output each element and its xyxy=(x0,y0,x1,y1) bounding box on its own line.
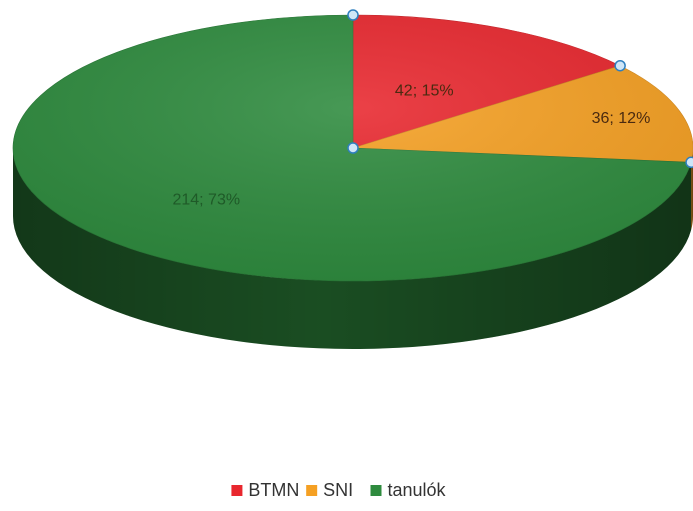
legend: BTMN SNI tanulók xyxy=(231,480,447,500)
selection-handle[interactable] xyxy=(685,156,693,169)
legend-label-sni: SNI xyxy=(323,480,353,500)
selection-handle[interactable] xyxy=(347,142,359,154)
selection-handle-layer xyxy=(347,9,693,169)
legend-swatch-sni xyxy=(306,485,318,496)
data-label-tanulók: 214; 73% xyxy=(172,192,240,209)
legend-swatch-btmn xyxy=(231,485,243,496)
legend-swatch-tanulók xyxy=(370,485,382,496)
selection-handle[interactable] xyxy=(347,9,359,21)
legend-label-btmn: BTMN xyxy=(248,480,299,500)
pie-side-shading xyxy=(13,148,692,350)
data-label-layer: 42; 15% 36; 12% 214; 73% xyxy=(172,83,650,209)
legend-label-tanulók: tanulók xyxy=(388,480,447,500)
data-label-btmn: 42; 15% xyxy=(395,83,454,100)
selection-handle[interactable] xyxy=(614,59,626,72)
data-label-sni: 36; 12% xyxy=(592,110,651,127)
